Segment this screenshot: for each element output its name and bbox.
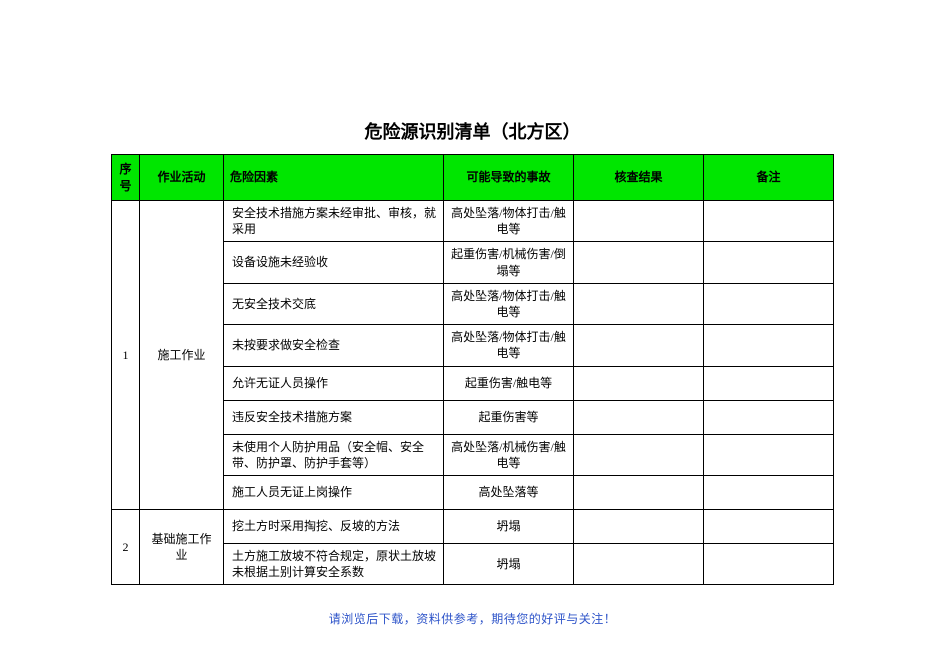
cell-note bbox=[704, 509, 834, 543]
cell-note bbox=[704, 283, 834, 324]
cell-accident: 高处坠落/物体打击/触电等 bbox=[444, 201, 574, 242]
table-row: 2 基础施工作业 挖土方时采用掏挖、反坡的方法 坍塌 bbox=[112, 509, 834, 543]
cell-hazard: 土方施工放坡不符合规定，原状土放坡未根据土别计算安全系数 bbox=[224, 543, 444, 584]
footer-note: 请浏览后下载，资料供参考，期待您的好评与关注！ bbox=[0, 610, 945, 627]
col-header-seq: 序号 bbox=[112, 155, 140, 201]
cell-seq: 2 bbox=[112, 509, 140, 584]
cell-activity: 基础施工作业 bbox=[140, 509, 224, 584]
cell-note bbox=[704, 325, 834, 366]
cell-hazard: 挖土方时采用掏挖、反坡的方法 bbox=[224, 509, 444, 543]
cell-note bbox=[704, 400, 834, 434]
cell-hazard: 安全技术措施方案未经审批、审核，就采用 bbox=[224, 201, 444, 242]
cell-accident: 高处坠落/物体打击/触电等 bbox=[444, 283, 574, 324]
cell-note bbox=[704, 201, 834, 242]
cell-accident: 高处坠落等 bbox=[444, 475, 574, 509]
cell-note bbox=[704, 366, 834, 400]
cell-accident: 坍塌 bbox=[444, 509, 574, 543]
cell-check bbox=[574, 434, 704, 475]
col-header-note: 备注 bbox=[704, 155, 834, 201]
cell-check bbox=[574, 325, 704, 366]
cell-hazard: 无安全技术交底 bbox=[224, 283, 444, 324]
cell-accident: 起重伤害/机械伤害/倒塌等 bbox=[444, 242, 574, 283]
cell-hazard: 未按要求做安全检查 bbox=[224, 325, 444, 366]
cell-seq: 1 bbox=[112, 201, 140, 510]
cell-check bbox=[574, 366, 704, 400]
cell-check bbox=[574, 242, 704, 283]
cell-note bbox=[704, 475, 834, 509]
col-header-check: 核查结果 bbox=[574, 155, 704, 201]
cell-check bbox=[574, 201, 704, 242]
col-header-activity: 作业活动 bbox=[140, 155, 224, 201]
hazard-table: 序号 作业活动 危险因素 可能导致的事故 核查结果 备注 1 施工作业 安全技术… bbox=[111, 154, 834, 585]
cell-check bbox=[574, 283, 704, 324]
table-row: 1 施工作业 安全技术措施方案未经审批、审核，就采用 高处坠落/物体打击/触电等 bbox=[112, 201, 834, 242]
cell-note bbox=[704, 434, 834, 475]
cell-accident: 起重伤害/触电等 bbox=[444, 366, 574, 400]
page-title: 危险源识别清单（北方区） bbox=[0, 0, 945, 154]
cell-accident: 坍塌 bbox=[444, 543, 574, 584]
cell-hazard: 允许无证人员操作 bbox=[224, 366, 444, 400]
cell-hazard: 违反安全技术措施方案 bbox=[224, 400, 444, 434]
cell-note bbox=[704, 242, 834, 283]
cell-hazard: 设备设施未经验收 bbox=[224, 242, 444, 283]
cell-accident: 起重伤害等 bbox=[444, 400, 574, 434]
cell-accident: 高处坠落/机械伤害/触电等 bbox=[444, 434, 574, 475]
cell-check bbox=[574, 543, 704, 584]
cell-hazard: 未使用个人防护用品（安全帽、安全带、防护罩、防护手套等） bbox=[224, 434, 444, 475]
cell-check bbox=[574, 400, 704, 434]
cell-note bbox=[704, 543, 834, 584]
cell-activity: 施工作业 bbox=[140, 201, 224, 510]
cell-accident: 高处坠落/物体打击/触电等 bbox=[444, 325, 574, 366]
cell-hazard: 施工人员无证上岗操作 bbox=[224, 475, 444, 509]
col-header-accident: 可能导致的事故 bbox=[444, 155, 574, 201]
cell-check bbox=[574, 509, 704, 543]
cell-check bbox=[574, 475, 704, 509]
col-header-hazard: 危险因素 bbox=[224, 155, 444, 201]
table-header-row: 序号 作业活动 危险因素 可能导致的事故 核查结果 备注 bbox=[112, 155, 834, 201]
table-container: 序号 作业活动 危险因素 可能导致的事故 核查结果 备注 1 施工作业 安全技术… bbox=[0, 154, 945, 585]
